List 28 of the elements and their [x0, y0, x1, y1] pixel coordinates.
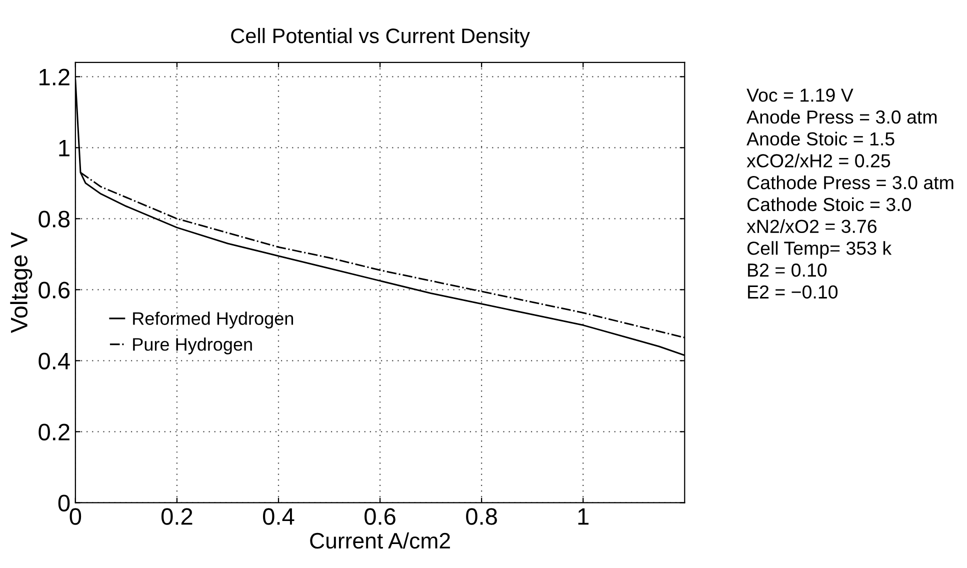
text: Voc = 1.19 V: [746, 88, 854, 102]
text: Anode Stoic = 1.5: [746, 132, 894, 146]
x-tick-label: 1: [578, 508, 589, 525]
text: xN2/xO2 = 3.76: [746, 219, 876, 234]
y-tick-label: 0: [58, 494, 70, 512]
y-tick-label: 0.4: [38, 352, 70, 370]
x-tick-label: 0.6: [364, 508, 396, 525]
x-tick-label: 0.2: [161, 508, 192, 525]
text: B2 = 0.10: [748, 263, 827, 277]
chart-title: Cell Potential vs Current Density: [231, 28, 530, 48]
text: Cathode Press = 3.0 atm: [747, 176, 954, 190]
x-tick-label: 0.4: [263, 508, 294, 525]
text: xCO2/xH2 = 0.25: [746, 154, 890, 168]
y-tick-label: 1.2: [40, 68, 70, 86]
y-tick-label: 0.6: [38, 282, 70, 298]
text: Anode Press = 3.0 atm: [746, 110, 937, 124]
x-tick-label: 0: [70, 508, 82, 525]
x-tick-label: 0.8: [466, 508, 497, 525]
legend-label: Pure Hydrogen: [133, 338, 252, 354]
x-axis-title: Current A/cm2: [310, 532, 450, 549]
y-tick-label: 0.8: [38, 210, 70, 228]
y-axis-title: Voltage V: [10, 232, 32, 334]
text: E2 = −0.10: [748, 285, 838, 299]
legend-label: Reformed Hydrogen: [133, 312, 294, 329]
y-tick-label: 1: [59, 140, 70, 156]
y-tick-label: 0.2: [38, 424, 70, 440]
text: Cathode Stoic = 3.0: [747, 197, 912, 212]
text: Cell Temp= 353 k: [747, 241, 892, 259]
